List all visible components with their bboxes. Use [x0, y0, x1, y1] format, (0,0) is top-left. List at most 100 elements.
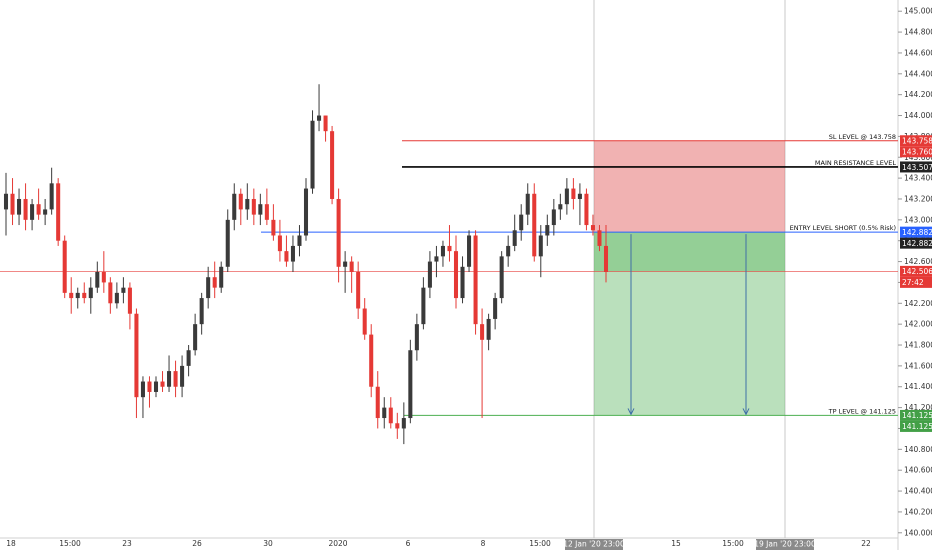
- candle-body: [271, 219, 276, 236]
- candle-body: [388, 407, 393, 424]
- candle-body: [382, 407, 387, 419]
- candle-body: [486, 318, 491, 340]
- y-tick-label: 142.000: [904, 320, 932, 329]
- candle-body: [545, 225, 550, 236]
- y-tick-label: 141.200: [904, 403, 932, 412]
- entry-tag-alt: 142.882: [902, 239, 932, 248]
- reward-zone-far: [594, 271, 785, 416]
- x-tick-label: 30: [263, 539, 273, 548]
- x-tick-label: 22: [861, 539, 871, 548]
- candle-body: [577, 193, 582, 199]
- candle-body: [140, 381, 145, 398]
- candle-body: [258, 204, 263, 215]
- candle-body: [590, 225, 595, 231]
- x-tick-label: 6: [406, 539, 411, 548]
- candle-body: [62, 240, 67, 293]
- x-tick-label: 8: [481, 539, 486, 548]
- candle-body: [251, 198, 256, 215]
- candle-body: [245, 198, 250, 210]
- candle-body: [369, 334, 374, 387]
- candle-body: [147, 381, 152, 392]
- time-axis[interactable]: 18 15:00 23 26 30 2020 6 8 15:00 15 15:00 22 12 Jan …: [6, 539, 871, 550]
- y-tick-label: 144.600: [904, 48, 932, 57]
- candle-body: [134, 313, 139, 398]
- candle-body: [56, 183, 61, 241]
- tp-tag-bg: [900, 409, 932, 421]
- entry-tag-alt-bg: [900, 237, 932, 249]
- candle-body: [199, 298, 204, 325]
- x-tick-label: 15: [671, 539, 681, 548]
- candle-body: [317, 115, 322, 121]
- entry-tag-bg: [900, 226, 932, 238]
- candle-body: [336, 198, 341, 267]
- candle-body: [434, 256, 439, 262]
- target-arrows: [627, 234, 750, 416]
- y-tick-label: 141.800: [904, 341, 932, 350]
- y-tick-label: 140.000: [904, 528, 932, 537]
- candle-body: [95, 272, 100, 288]
- y-tick-label: 144.000: [904, 111, 932, 120]
- x-tick-label: 15:00: [722, 539, 744, 548]
- candle-body: [232, 193, 237, 220]
- candle-body: [421, 287, 426, 325]
- candle-body: [212, 277, 217, 288]
- candle-body: [225, 219, 230, 267]
- sl-tag-alt: 143.760: [902, 148, 932, 157]
- candle-body: [127, 287, 132, 314]
- candle-body: [343, 261, 348, 267]
- candles: [3, 84, 609, 445]
- y-tick-label: 142.600: [904, 257, 932, 266]
- candle-body: [564, 188, 569, 205]
- candle-body: [453, 251, 459, 299]
- reward-zone-near: [594, 232, 785, 272]
- sl-tag-bg: [900, 135, 932, 147]
- candle-body: [551, 209, 556, 226]
- y-tick-label: 143.200: [904, 194, 932, 203]
- y-tick-label: 144.400: [904, 69, 932, 78]
- candle-body: [114, 292, 119, 304]
- candle-body: [186, 350, 191, 366]
- x-tick-label: 15:00: [59, 539, 81, 548]
- candle-body: [401, 418, 406, 429]
- candle-body: [160, 381, 165, 387]
- y-tick-label: 141.600: [904, 361, 932, 370]
- candle-body: [173, 371, 178, 387]
- candle-body: [597, 230, 602, 246]
- candle-body: [36, 204, 41, 215]
- candle-body: [356, 272, 361, 309]
- y-tick-label: 143.000: [904, 215, 932, 224]
- current-price-tag-bg: [900, 265, 932, 277]
- candle-body: [506, 245, 511, 257]
- candle-body: [584, 193, 589, 226]
- countdown-tag-bg: [900, 276, 932, 288]
- candle-body: [121, 287, 126, 293]
- candle-body: [238, 193, 243, 210]
- entry-tag: 142.882: [902, 228, 932, 237]
- sl-tag-alt-bg: [900, 146, 932, 158]
- y-tick-label: 140.600: [904, 466, 932, 475]
- candle-body: [23, 198, 28, 220]
- tp-label: TP LEVEL @ 141.125: [828, 407, 896, 415]
- candle-body: [349, 261, 354, 272]
- candle-body: [532, 193, 537, 257]
- y-tick-label: 140.800: [904, 445, 932, 454]
- candle-body: [447, 245, 452, 252]
- candle-body: [69, 292, 74, 299]
- candle-body: [480, 324, 485, 340]
- level-lines: [0, 140, 898, 416]
- y-tick-label: 142.200: [904, 299, 932, 308]
- candle-body: [571, 188, 576, 199]
- x-highlight-bg-0: [565, 539, 623, 550]
- tp-tag-alt-bg: [900, 420, 932, 432]
- sl-tag: 143.758: [902, 137, 932, 146]
- x-highlight-label-1: 19 Jan '20 23:00: [754, 540, 816, 549]
- candle-body: [88, 287, 93, 299]
- candle-body: [375, 386, 380, 419]
- tp-tag-alt: 141.125: [902, 422, 932, 431]
- candle-body: [101, 272, 106, 283]
- arrow-head-1: [742, 408, 750, 416]
- entry-label: ENTRY LEVEL SHORT (0.5% Risk): [790, 224, 896, 232]
- candle-body: [264, 204, 269, 220]
- candle-body: [440, 245, 445, 257]
